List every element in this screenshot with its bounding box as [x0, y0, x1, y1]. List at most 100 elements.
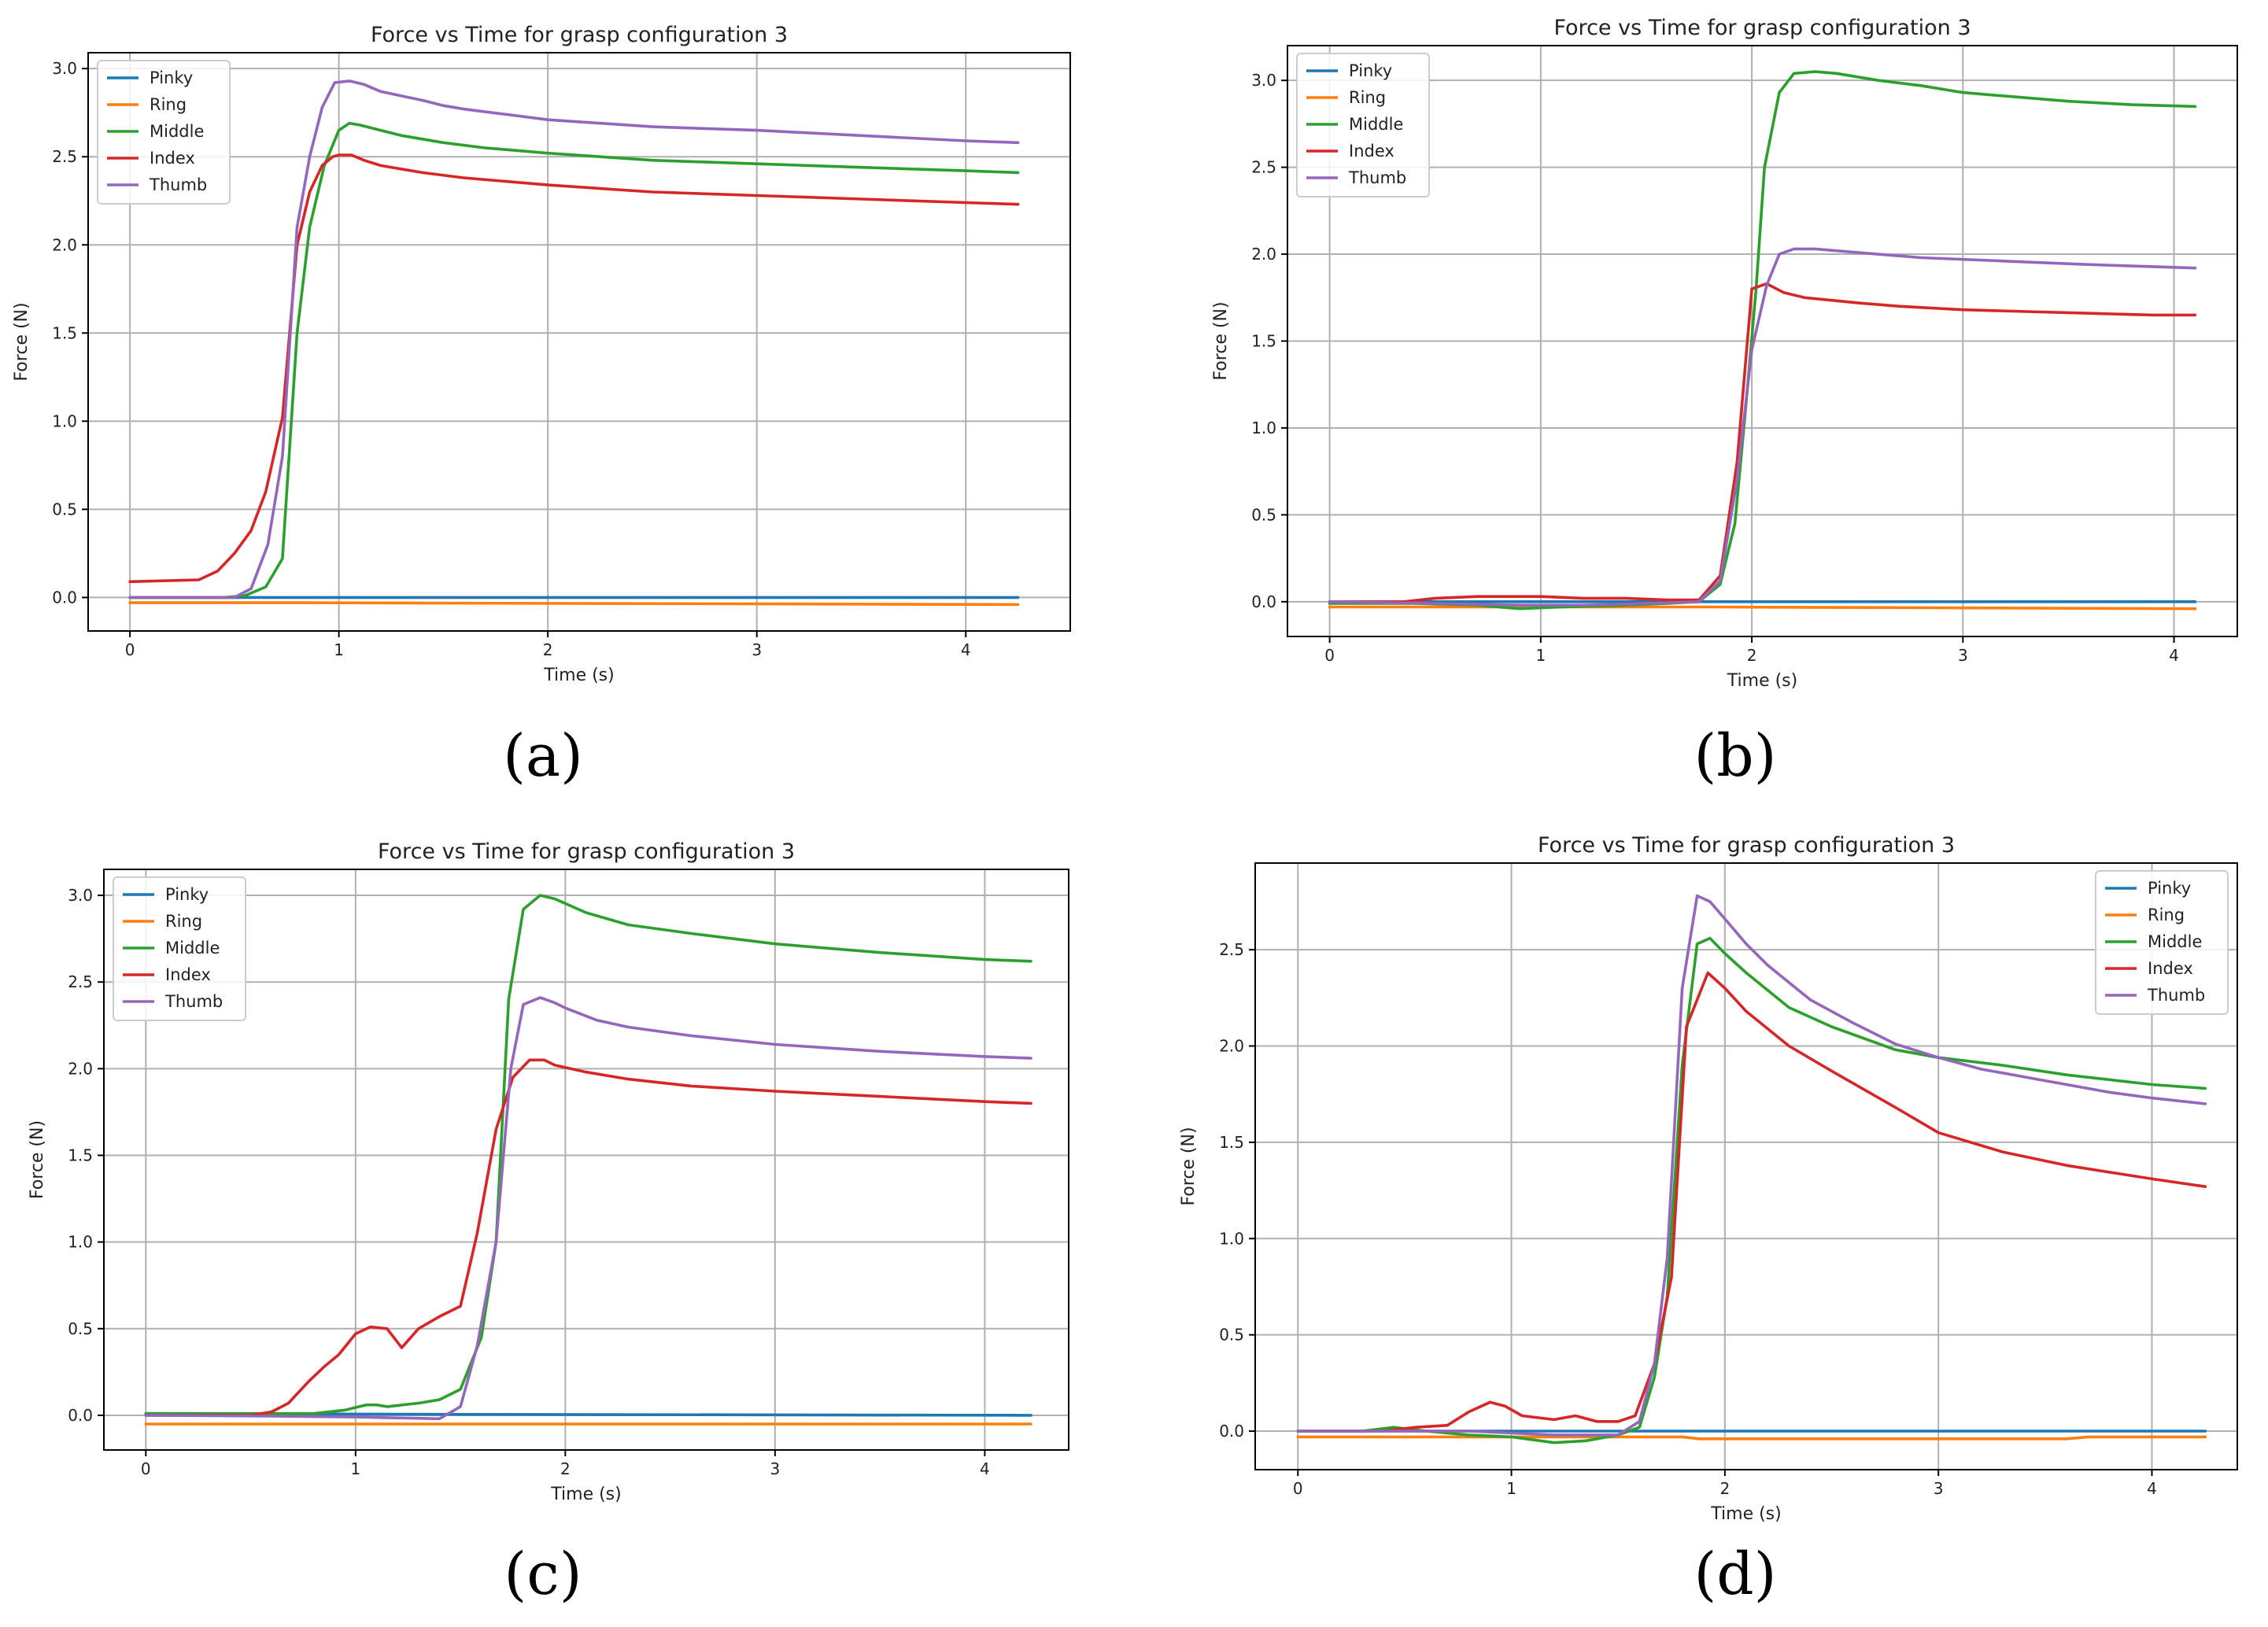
series-line-middle: [1296, 936, 2207, 1444]
legend-box: [2095, 870, 2229, 1015]
x-axis-label: Time (s): [543, 666, 614, 685]
y-tick-label: 2.0: [68, 1059, 93, 1078]
series-line-thumb: [128, 79, 1020, 600]
y-tick-label: 0.5: [1219, 1326, 1244, 1345]
y-tick-label: 0.0: [68, 1406, 93, 1425]
y-tick-label: 0.5: [1251, 505, 1276, 524]
series-line-ring: [1296, 1435, 2207, 1441]
x-tick-label: 3: [1934, 1479, 1944, 1498]
chart-panel-c: 0 1 2 3 4 0.0 0.5 1.0 1.5 2.0 2.5 3.0 Force vs Time …: [28, 839, 1069, 1504]
legend-label-thumb: Thumb: [164, 992, 223, 1011]
legend-label-ring: Ring: [2148, 906, 2185, 924]
y-tick-label: 2.5: [1219, 940, 1244, 959]
x-tick-label: 2: [1747, 646, 1757, 665]
series-line-ring: [128, 601, 1020, 607]
x-tick-label: 0: [1293, 1479, 1303, 1498]
x-axis-label: Time (s): [550, 1485, 621, 1504]
y-axis-label: Force (N): [1211, 301, 1231, 380]
legend-label-middle: Middle: [150, 122, 204, 141]
legend-box: [97, 60, 231, 205]
series-line-index: [1296, 971, 2207, 1433]
series-line-middle: [128, 121, 1020, 600]
chart-title: Force vs Time for grasp configuration 3: [378, 839, 795, 864]
y-tick-label: 3.0: [1251, 71, 1276, 90]
panel-label-d: (d): [1694, 1540, 1777, 1608]
chart-title: Force vs Time for grasp configuration 3: [371, 23, 788, 47]
legend-label-ring: Ring: [150, 95, 187, 114]
y-tick-label: 0.0: [52, 588, 77, 607]
panel-label-a: (a): [503, 722, 583, 790]
panel-label-b: (b): [1694, 722, 1777, 790]
y-tick-label: 2.5: [52, 147, 77, 166]
y-tick-label: 1.0: [1251, 419, 1276, 437]
x-tick-label: 2: [560, 1459, 571, 1478]
series-line-thumb: [1328, 247, 2197, 607]
x-tick-label: 0: [141, 1459, 151, 1478]
x-axis-label: Time (s): [1727, 671, 1797, 691]
axes-frame: [1254, 862, 2238, 1470]
series-line-index: [144, 1058, 1032, 1417]
y-axis-label: Force (N): [28, 1120, 47, 1199]
x-tick-label: 0: [125, 640, 135, 659]
chart-title: Force vs Time for grasp configuration 3: [1538, 833, 1955, 858]
y-tick-label: 1.5: [52, 323, 77, 342]
legend-label-pinky: Pinky: [1349, 61, 1392, 80]
legend-label-pinky: Pinky: [165, 885, 209, 904]
axes-frame: [103, 869, 1069, 1451]
x-tick-label: 1: [1506, 1479, 1516, 1498]
chart-title: Force vs Time for grasp configuration 3: [1553, 16, 1971, 40]
y-tick-label: 2.5: [68, 972, 93, 991]
y-tick-label: 2.0: [1219, 1037, 1244, 1056]
x-tick-label: 1: [1535, 646, 1546, 665]
series-line-thumb: [144, 996, 1032, 1421]
y-tick-label: 1.0: [1219, 1229, 1244, 1248]
y-tick-label: 2.5: [1251, 158, 1276, 177]
x-tick-label: 4: [2147, 1479, 2157, 1498]
axes-frame: [87, 52, 1071, 632]
y-tick-label: 1.0: [68, 1233, 93, 1252]
y-tick-label: 3.0: [52, 59, 77, 78]
series-line-thumb: [1296, 894, 2207, 1437]
y-tick-label: 3.0: [68, 886, 93, 905]
chart-panel-d: 0 1 2 3 4 0.0 0.5 1.0 1.5 2.0 2.5 Force vs Time for…: [1179, 833, 2238, 1524]
x-tick-label: 1: [334, 640, 344, 659]
legend-label-middle: Middle: [165, 939, 220, 957]
x-tick-label: 3: [1958, 646, 1968, 665]
y-tick-label: 1.5: [1219, 1133, 1244, 1152]
x-tick-label: 4: [2169, 646, 2179, 665]
legend-label-index: Index: [1349, 142, 1394, 160]
y-tick-label: 0.0: [1219, 1422, 1244, 1441]
chart-panel-a: 0 1 2 3 4 0.0 0.5 1.0 1.5 2.0 2.5 3.0 Force vs Time …: [12, 23, 1071, 685]
legend-label-pinky: Pinky: [2148, 879, 2191, 898]
legend-label-thumb: Thumb: [1348, 168, 1406, 187]
legend-label-thumb: Thumb: [2147, 986, 2205, 1005]
legend-label-index: Index: [150, 149, 195, 168]
y-tick-label: 2.0: [1251, 245, 1276, 264]
y-tick-label: 0.5: [52, 500, 77, 518]
legend-label-thumb: Thumb: [149, 175, 207, 194]
x-tick-label: 4: [980, 1459, 990, 1478]
x-tick-label: 2: [543, 640, 553, 659]
legend-label-ring: Ring: [165, 912, 202, 931]
series-line-middle: [144, 894, 1032, 1415]
legend-label-middle: Middle: [2148, 932, 2202, 951]
x-tick-label: 0: [1324, 646, 1335, 665]
panel-label-c: (c): [504, 1540, 582, 1608]
series-line-index: [1328, 282, 2197, 603]
y-tick-label: 1.5: [68, 1146, 93, 1164]
y-tick-label: 0.0: [1251, 592, 1276, 611]
x-axis-label: Time (s): [1710, 1504, 1781, 1524]
x-tick-label: 3: [752, 640, 762, 659]
series-line-ring: [1328, 605, 2197, 611]
legend-label-pinky: Pinky: [150, 68, 193, 87]
y-axis-label: Force (N): [12, 302, 31, 381]
legend-label-index: Index: [165, 965, 211, 984]
y-tick-label: 0.5: [68, 1319, 93, 1338]
x-tick-label: 1: [350, 1459, 360, 1478]
series-line-index: [128, 153, 1020, 584]
y-tick-label: 2.0: [52, 235, 77, 254]
y-axis-label: Force (N): [1179, 1127, 1199, 1205]
legend-label-ring: Ring: [1349, 88, 1386, 107]
legend-label-index: Index: [2148, 959, 2193, 978]
legend-label-middle: Middle: [1349, 115, 1403, 134]
